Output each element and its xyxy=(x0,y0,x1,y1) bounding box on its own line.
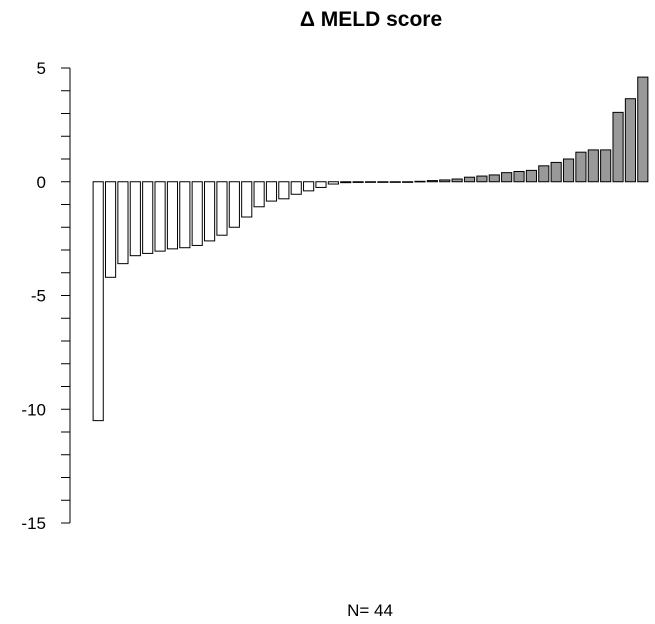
x-axis-label: N= 44 xyxy=(347,601,393,620)
bar xyxy=(290,181,302,195)
bar xyxy=(402,181,414,183)
bar xyxy=(525,169,537,183)
bar xyxy=(364,181,377,183)
bar xyxy=(278,181,290,200)
bar xyxy=(117,181,129,265)
bar xyxy=(587,149,599,183)
y-tick-label: 0 xyxy=(37,173,46,192)
bar xyxy=(476,175,488,183)
bar xyxy=(352,181,364,183)
bar xyxy=(538,165,550,183)
bar xyxy=(550,161,562,183)
bar xyxy=(637,76,649,183)
bar xyxy=(303,181,315,192)
bar xyxy=(142,181,154,254)
bar xyxy=(315,181,327,188)
bar xyxy=(340,181,352,184)
bar xyxy=(92,181,104,422)
bar xyxy=(191,181,203,246)
y-tick-label: -15 xyxy=(21,514,46,533)
bar xyxy=(265,181,278,202)
bar xyxy=(562,158,575,183)
bar xyxy=(253,181,265,208)
bar xyxy=(154,181,166,252)
bar xyxy=(600,149,612,183)
bar xyxy=(501,172,513,183)
bar xyxy=(439,179,451,183)
bar xyxy=(612,111,624,183)
bar xyxy=(104,181,117,278)
bar xyxy=(624,98,637,183)
bar xyxy=(179,181,191,249)
chart-title: Δ MELD score xyxy=(300,8,442,31)
bar xyxy=(463,176,476,183)
bar xyxy=(166,181,179,250)
bar xyxy=(488,174,500,183)
bar xyxy=(228,181,240,228)
bars xyxy=(92,76,649,422)
bar xyxy=(129,181,141,257)
bar xyxy=(513,171,525,183)
bar xyxy=(389,181,401,183)
y-tick-label: -5 xyxy=(31,287,46,306)
bar xyxy=(426,180,438,183)
bar xyxy=(327,181,339,185)
bar xyxy=(204,181,216,242)
y-tick-label: 5 xyxy=(37,59,46,78)
bar xyxy=(414,180,426,183)
y-tick-label: -10 xyxy=(21,400,46,419)
bar xyxy=(451,178,463,183)
bar xyxy=(216,181,228,236)
bar xyxy=(241,181,253,218)
y-axis: 5 0 -5 -10 -15 xyxy=(21,59,71,533)
bar xyxy=(575,151,587,183)
bar xyxy=(377,181,389,183)
